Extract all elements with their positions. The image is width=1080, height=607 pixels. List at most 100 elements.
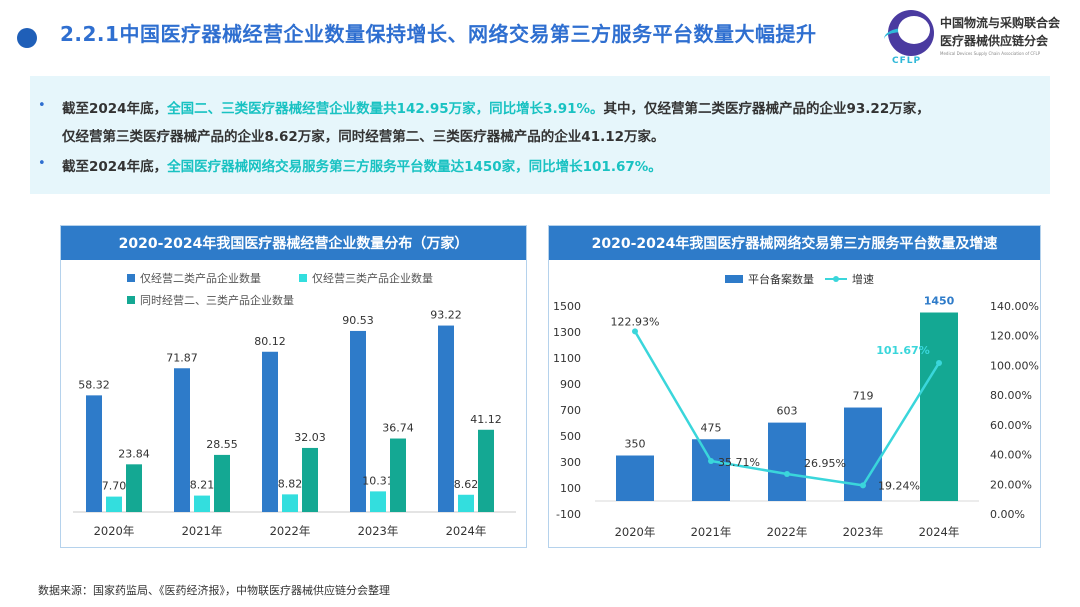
legend-label: 同时经营二、三类产品企业数量 — [140, 293, 294, 307]
y2-tick-label: 120.00% — [990, 330, 1039, 343]
cflp-logo: CFLP 中国物流与采购联合会 医疗器械供应链分会 Medical Device… — [884, 8, 1076, 66]
x-tick-label: 2022年 — [767, 525, 808, 539]
legend-swatch — [833, 276, 839, 282]
logo-name-line1: 中国物流与采购联合会 — [940, 16, 1061, 30]
data-label: 603 — [777, 405, 798, 418]
data-label: 28.55 — [206, 438, 238, 451]
line-data-label: 26.95% — [804, 457, 846, 470]
bar — [174, 368, 190, 512]
data-label: 7.70 — [102, 480, 127, 493]
x-tick-label: 2021年 — [182, 524, 223, 538]
data-label: 23.84 — [118, 447, 150, 460]
data-label: 41.12 — [470, 413, 502, 426]
data-label: 8.62 — [454, 478, 479, 491]
bar — [86, 395, 102, 512]
line-data-label: 122.93% — [611, 315, 660, 328]
y-tick-label: 700 — [560, 404, 581, 417]
y2-tick-label: 40.00% — [990, 449, 1032, 462]
y-tick-label: 1300 — [553, 326, 581, 339]
x-tick-label: 2024年 — [446, 524, 487, 538]
y2-tick-label: 140.00% — [990, 300, 1039, 313]
legend-swatch — [127, 274, 135, 282]
bar — [920, 312, 958, 501]
data-label: 90.53 — [342, 314, 374, 327]
bar — [768, 422, 806, 501]
data-label: 719 — [853, 390, 874, 403]
y2-tick-label: 100.00% — [990, 359, 1039, 372]
bar — [214, 454, 230, 512]
line-data-label: 35.71% — [718, 456, 760, 469]
bar — [478, 429, 494, 512]
x-tick-label: 2020年 — [615, 525, 656, 539]
bar — [438, 325, 454, 512]
summary-bullet-1-line2: 仅经营第三类医疗器械产品的企业8.62万家，同时经营第二、三类医疗器械产品的企业… — [62, 129, 665, 145]
line-point — [632, 328, 638, 335]
data-label: 8.21 — [190, 479, 215, 492]
legend-swatch — [299, 274, 307, 282]
right-chart-svg: 平台备案数量 增速 -100 100 300 500 700 900 1100 1300 1500 0… — [553, 272, 1039, 539]
y2-tick-label: 20.00% — [990, 478, 1032, 491]
right-chart-title: 2020-2024年我国医疗器械网络交易第三方服务平台数量及增速 — [549, 226, 1040, 260]
line-point — [784, 470, 790, 477]
legend-label: 平台备案数量 — [748, 272, 814, 286]
line-point — [708, 457, 714, 464]
right-chart-panel: 2020-2024年我国医疗器械网络交易第三方服务平台数量及增速 平台备案数量 增… — [548, 225, 1041, 548]
legend-swatch — [725, 275, 743, 283]
bar — [126, 464, 142, 512]
data-label: 475 — [701, 421, 722, 434]
legend-label: 仅经营三类产品企业数量 — [312, 271, 433, 285]
x-tick-label: 2023年 — [358, 524, 399, 538]
bar — [194, 495, 210, 512]
x-tick-label: 2023年 — [843, 525, 884, 539]
x-tick-label: 2021年 — [691, 525, 732, 539]
legend-label: 增速 — [852, 272, 874, 286]
bar — [370, 491, 386, 512]
bar — [262, 351, 278, 512]
bar — [282, 494, 298, 512]
data-label: 71.87 — [166, 351, 198, 364]
summary-bullet-1: 截至2024年底，全国二、三类医疗器械经营企业数量共142.95万家，同比增长3… — [62, 96, 1042, 122]
summary-highlight: 全国二、三类医疗器械经营企业数量共142.95万家，同比增长3.91%。 — [167, 101, 604, 117]
line-data-label: 19.24% — [878, 479, 920, 492]
legend-swatch — [127, 296, 135, 304]
summary-text: 截至2024年底， — [62, 159, 168, 175]
y-tick-label: -100 — [556, 508, 581, 521]
data-label: 32.03 — [294, 431, 326, 444]
logo-abbr: CFLP — [892, 56, 922, 66]
bar — [692, 439, 730, 501]
logo-name-line2: 医疗器械供应链分会 — [940, 34, 1049, 48]
data-label: 8.82 — [278, 477, 303, 490]
data-label: 10.31 — [362, 474, 394, 487]
page-title: 2.2.1中国医疗器械经营企业数量保持增长、网络交易第三方服务平台数量大幅提升 — [60, 22, 817, 46]
y2-tick-label: 80.00% — [990, 389, 1032, 402]
data-label: 36.74 — [382, 422, 414, 435]
bullet-dot: • — [38, 156, 46, 171]
summary-bullet-2: 截至2024年底，全国医疗器械网络交易服务第三方服务平台数量达1450家，同比增… — [62, 154, 1042, 180]
title-bullet-dot — [17, 28, 37, 48]
x-tick-label: 2024年 — [919, 525, 960, 539]
left-chart-title: 2020-2024年我国医疗器械经营企业数量分布（万家） — [61, 226, 526, 260]
y-tick-label: 300 — [560, 456, 581, 469]
bar — [390, 438, 406, 512]
summary-text: 其中，仅经营第二类医疗器械产品的企业93.22万家， — [603, 101, 930, 117]
y2-tick-label: 0.00% — [990, 508, 1025, 521]
summary-box: • 截至2024年底，全国二、三类医疗器械经营企业数量共142.95万家，同比增… — [30, 76, 1050, 194]
data-label: 58.32 — [78, 378, 110, 391]
y-tick-label: 500 — [560, 430, 581, 443]
x-tick-label: 2020年 — [94, 524, 135, 538]
summary-text: 截至2024年底， — [62, 101, 168, 117]
logo-emblem-icon — [884, 10, 934, 56]
line-data-label: 101.67% — [876, 344, 929, 357]
summary-highlight: 全国医疗器械网络交易服务第三方服务平台数量达1450家，同比增长101.67%。 — [167, 159, 662, 175]
x-tick-label: 2022年 — [270, 524, 311, 538]
data-source-note: 数据来源：国家药监局、《医药经济报》，中物联医疗器械供应链分会整理 — [38, 584, 390, 597]
line-point — [860, 482, 866, 489]
bar — [302, 447, 318, 512]
bar — [106, 496, 122, 512]
data-label: 350 — [625, 438, 646, 451]
left-chart-panel: 2020-2024年我国医疗器械经营企业数量分布（万家） 仅经营二类产品企业数量… — [60, 225, 527, 548]
y-tick-label: 900 — [560, 378, 581, 391]
y-tick-label: 1500 — [553, 300, 581, 313]
y2-tick-label: 60.00% — [990, 419, 1032, 432]
